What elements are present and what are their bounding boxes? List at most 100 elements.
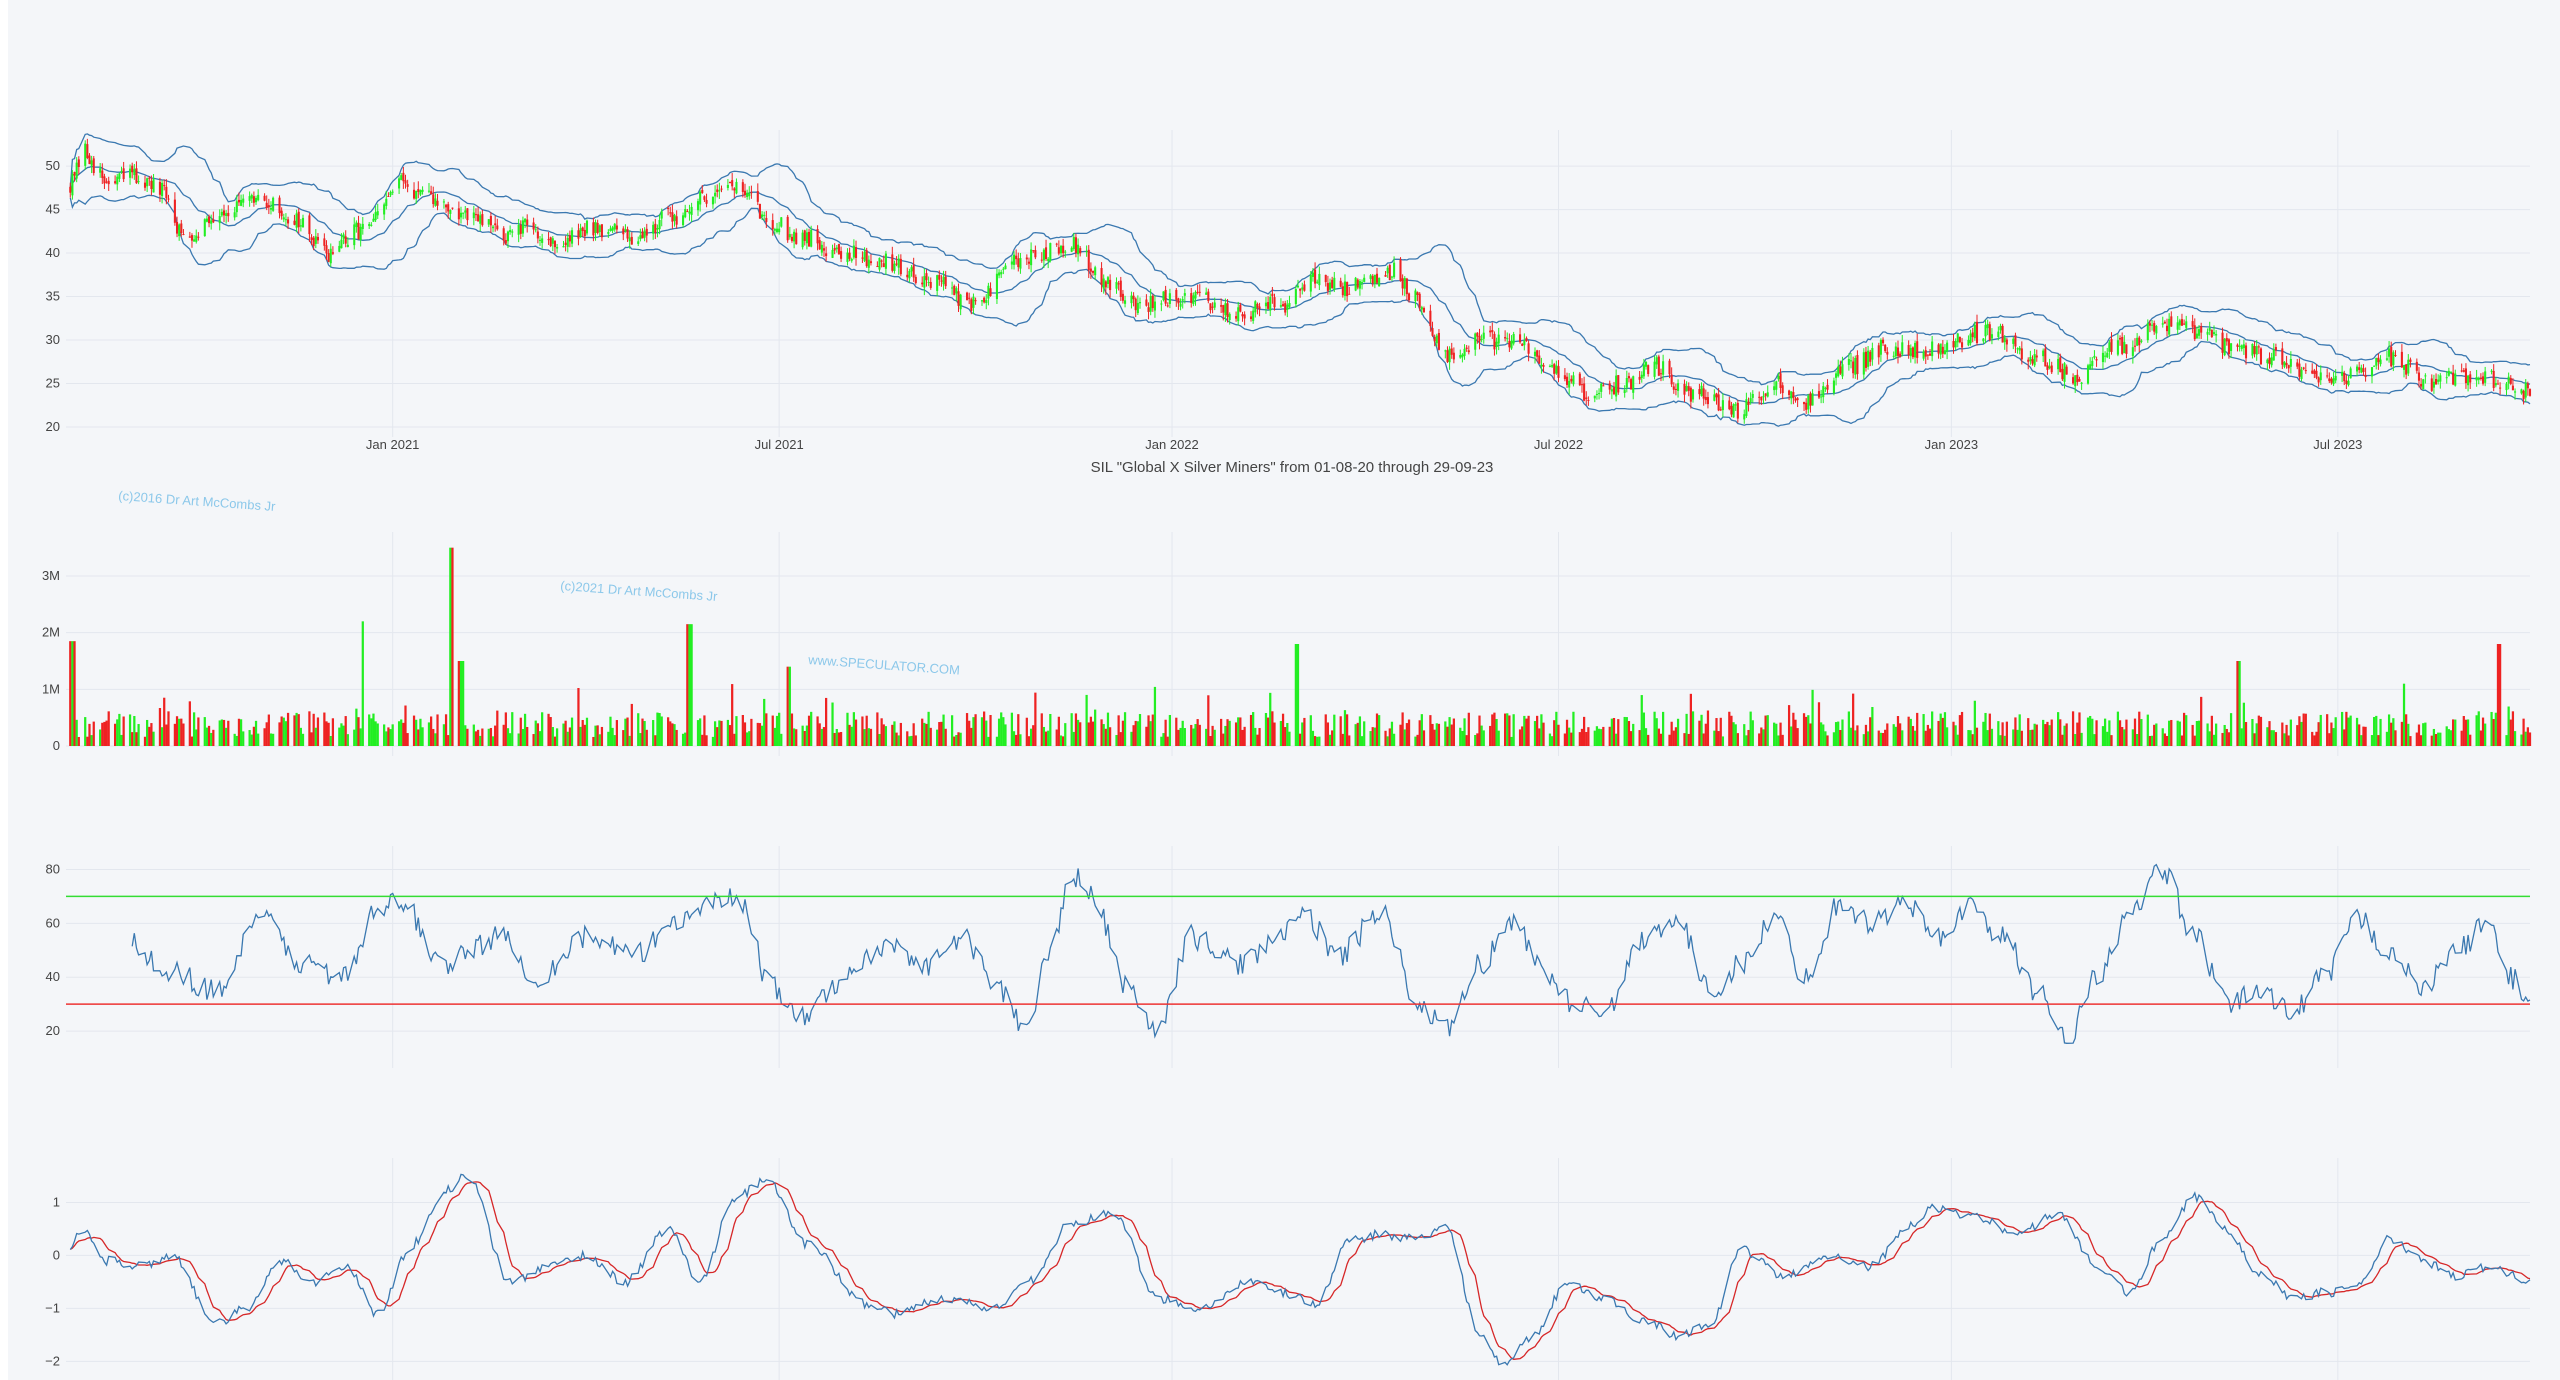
volume-bar xyxy=(73,641,76,746)
candle-body xyxy=(116,176,119,185)
candle-body xyxy=(686,211,689,213)
candle-body xyxy=(690,206,693,215)
candle-body xyxy=(1553,364,1556,374)
candle-body xyxy=(1557,366,1560,378)
candle-body xyxy=(2193,325,2196,340)
candle-body xyxy=(2272,349,2275,361)
candle-body xyxy=(837,244,840,255)
volume-bar xyxy=(71,641,74,746)
volume-bar xyxy=(84,717,87,746)
volume-bar xyxy=(1040,713,1043,746)
candle-body xyxy=(2206,331,2209,335)
candle-body xyxy=(966,292,969,301)
y-tick-label: 40 xyxy=(46,969,60,984)
volume-bar xyxy=(2358,724,2361,746)
candle-body xyxy=(1194,291,1197,299)
candle-body xyxy=(1788,390,1791,395)
volume-bar xyxy=(1523,715,1526,746)
candle-body xyxy=(2526,383,2529,389)
volume-bar xyxy=(2498,644,2502,746)
volume-bar xyxy=(340,723,343,746)
x-tick-label: Jan 2022 xyxy=(1145,437,1199,452)
volume-bar xyxy=(233,733,236,746)
volume-bar xyxy=(103,721,106,746)
candle-body xyxy=(312,237,315,247)
volume-bar xyxy=(152,731,155,746)
volume-bar xyxy=(1612,717,1616,746)
candle-body xyxy=(203,219,206,237)
volume-bar xyxy=(852,712,856,746)
candle-body xyxy=(865,250,868,267)
candle-body xyxy=(1177,298,1180,304)
volume-bar xyxy=(1252,712,1255,746)
volume-bar xyxy=(1734,724,1737,746)
volume-bar xyxy=(1644,728,1648,746)
volume-bar xyxy=(1324,714,1327,746)
volume-bar xyxy=(212,729,215,746)
volume-bar xyxy=(1901,730,1904,746)
candle-body xyxy=(2417,372,2421,381)
volume-bar xyxy=(299,727,302,746)
candle-body xyxy=(2089,364,2092,369)
chart-canvas: Jan 2021 Jul 2021 Jan 2022 Jul 2022 Jan 2023… xyxy=(8,0,2560,1380)
volume-bar xyxy=(1683,733,1686,746)
volume-bar xyxy=(150,723,153,746)
candle-body xyxy=(205,218,208,222)
volume-bar xyxy=(2116,711,2120,746)
candle-body xyxy=(472,212,475,219)
bollinger-middle xyxy=(69,165,2531,405)
volume-bar xyxy=(464,725,467,746)
volume-bar xyxy=(1181,720,1184,746)
candle-body xyxy=(652,224,655,234)
volume-bar xyxy=(1674,727,1678,746)
candle-body xyxy=(1525,337,1528,342)
volume-bar xyxy=(1971,734,1974,746)
candle-body xyxy=(419,190,422,195)
volume-bar xyxy=(1166,736,1169,746)
volume-bar xyxy=(2080,732,2083,746)
volume-bar xyxy=(1557,724,1560,746)
candle-body xyxy=(182,233,185,235)
volume-bar xyxy=(1416,734,1419,746)
candle-body xyxy=(2385,358,2388,360)
volume-bar xyxy=(526,726,529,746)
candle-body xyxy=(1348,293,1351,295)
volume-bar xyxy=(1378,715,1381,746)
candle-body xyxy=(88,155,91,165)
volume-bar xyxy=(316,717,320,746)
volume-bar xyxy=(2466,719,2470,746)
volume-bar xyxy=(831,702,834,746)
candle-body xyxy=(1999,325,2002,331)
bollinger-lower xyxy=(69,194,2531,427)
candle-body xyxy=(383,204,386,215)
volume-bar xyxy=(1145,726,1148,746)
candle-body xyxy=(1749,398,1752,402)
candle-body xyxy=(541,238,544,243)
candle-body xyxy=(897,258,900,268)
candle-body xyxy=(1079,248,1082,254)
volume-bar xyxy=(955,735,958,746)
candle-body xyxy=(1015,255,1018,260)
candle-body xyxy=(867,259,870,268)
y-tick-label: 40 xyxy=(46,245,60,260)
candle-body xyxy=(1623,390,1626,393)
volume-bar xyxy=(2283,733,2286,746)
candle-body xyxy=(938,275,941,280)
volume-bar xyxy=(600,726,604,746)
candle-body xyxy=(846,252,849,262)
candle-body xyxy=(1565,376,1569,385)
volume-bar xyxy=(415,719,418,746)
volume-bar xyxy=(1444,721,1447,746)
volume-bar xyxy=(639,733,642,746)
candle-body xyxy=(417,189,420,192)
volume-bar xyxy=(1911,726,1915,746)
candle-body xyxy=(1508,341,1511,348)
volume-bar xyxy=(282,717,285,746)
volume-bar xyxy=(2005,721,2009,746)
volume-bar xyxy=(2400,721,2404,746)
volume-bar xyxy=(541,712,544,746)
volume-bar xyxy=(1826,735,1829,746)
candle-body xyxy=(2238,345,2241,347)
volume-bar xyxy=(385,731,388,746)
candle-body xyxy=(1600,383,1603,392)
